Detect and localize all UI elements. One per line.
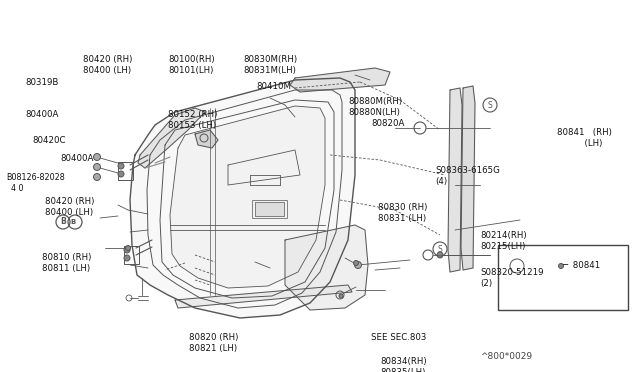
Text: 80834(RH)
80835(LH): 80834(RH) 80835(LH)	[381, 357, 428, 372]
Text: 80100(RH)
80101(LH): 80100(RH) 80101(LH)	[168, 55, 215, 75]
Text: B: B	[70, 219, 76, 225]
Text: 80214(RH)
80215(LH): 80214(RH) 80215(LH)	[480, 231, 527, 251]
Text: 80820A: 80820A	[371, 119, 404, 128]
Text: S08320-51219
(2): S08320-51219 (2)	[480, 268, 543, 288]
Text: 80410M: 80410M	[256, 82, 291, 91]
Circle shape	[118, 171, 124, 177]
Polygon shape	[195, 130, 218, 148]
Polygon shape	[170, 106, 325, 288]
Polygon shape	[138, 108, 205, 168]
Text: S: S	[438, 244, 442, 253]
Polygon shape	[175, 285, 352, 308]
Text: 80420 (RH)
80400 (LH): 80420 (RH) 80400 (LH)	[83, 55, 132, 75]
Circle shape	[353, 260, 358, 266]
Circle shape	[125, 246, 131, 250]
Circle shape	[93, 173, 100, 180]
Text: 80400A: 80400A	[61, 154, 94, 163]
Circle shape	[339, 294, 343, 298]
Text: 80152 (RH)
80153 (LH): 80152 (RH) 80153 (LH)	[168, 110, 217, 130]
Polygon shape	[448, 88, 462, 272]
Polygon shape	[130, 78, 355, 318]
Circle shape	[118, 163, 124, 169]
Text: 80810 (RH)
80811 (LH): 80810 (RH) 80811 (LH)	[42, 253, 91, 273]
Bar	[118, 162, 133, 180]
Circle shape	[559, 263, 563, 269]
Text: S08363-6165G
(4): S08363-6165G (4)	[435, 166, 500, 186]
Text: B: B	[60, 218, 66, 227]
Text: 80820 (RH)
80821 (LH): 80820 (RH) 80821 (LH)	[189, 333, 238, 353]
Text: B08126-82028
  4 0: B08126-82028 4 0	[6, 173, 65, 193]
Text: 80319B: 80319B	[26, 78, 59, 87]
Text: 80400A: 80400A	[26, 110, 59, 119]
Text: 80420 (RH)
80400 (LH): 80420 (RH) 80400 (LH)	[45, 197, 94, 217]
Circle shape	[124, 255, 130, 261]
Text: 80841   (RH)
          (LH): 80841 (RH) (LH)	[557, 128, 612, 148]
Text: SEE SEC.803: SEE SEC.803	[371, 333, 427, 342]
Circle shape	[93, 154, 100, 160]
Circle shape	[93, 164, 100, 170]
Polygon shape	[461, 86, 475, 270]
Polygon shape	[290, 68, 390, 92]
Text: 80420C: 80420C	[32, 136, 65, 145]
Text: S: S	[488, 100, 492, 109]
Text: 80880M(RH)
80880N(LH): 80880M(RH) 80880N(LH)	[349, 97, 403, 117]
Bar	[498, 245, 628, 310]
Circle shape	[437, 252, 443, 258]
Circle shape	[124, 247, 130, 253]
Polygon shape	[285, 225, 368, 310]
Text: 80830M(RH)
80831M(LH): 80830M(RH) 80831M(LH)	[243, 55, 298, 75]
Bar	[255, 202, 284, 216]
Text: ^800*0029: ^800*0029	[480, 352, 532, 361]
Bar	[252, 200, 287, 218]
Text: 80830 (RH)
80831 (LH): 80830 (RH) 80831 (LH)	[378, 203, 427, 223]
Circle shape	[355, 262, 362, 269]
Text: ─  80841: ─ 80841	[562, 262, 600, 270]
Bar	[124, 246, 139, 264]
